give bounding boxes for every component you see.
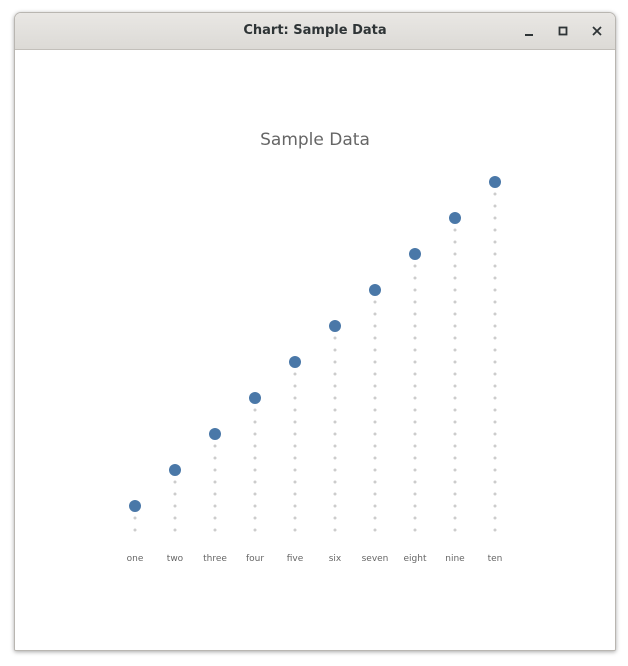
maximize-icon [558, 26, 568, 36]
chart-area: Sample Data one two three four five six seven e… [15, 50, 615, 650]
title-bar[interactable]: Chart: Sample Data [15, 13, 615, 50]
x-tick-label: ten [488, 554, 503, 564]
data-point-two[interactable] [169, 464, 181, 476]
data-point-three[interactable] [209, 428, 221, 440]
x-tick-label: two [167, 554, 184, 564]
x-tick-label: nine [445, 554, 465, 564]
x-tick-label: three [203, 554, 227, 564]
maximize-button[interactable] [552, 20, 574, 42]
x-tick-label: four [246, 554, 264, 564]
minimize-icon [525, 34, 533, 36]
minimize-button[interactable] [518, 20, 540, 42]
close-button[interactable] [586, 20, 608, 42]
stems-layer [133, 192, 497, 544]
data-point-six[interactable] [329, 320, 341, 332]
x-tick-label: five [287, 554, 304, 564]
markers-layer [129, 176, 501, 512]
data-point-four[interactable] [249, 392, 261, 404]
x-tick-label: one [127, 554, 144, 564]
data-point-nine[interactable] [449, 212, 461, 224]
data-point-ten[interactable] [489, 176, 501, 188]
x-tick-label: eight [404, 554, 427, 564]
x-tick-label: seven [362, 554, 389, 564]
data-point-one[interactable] [129, 500, 141, 512]
tick-labels-layer: one two three four five six seven eight nine ten [127, 554, 503, 564]
data-point-eight[interactable] [409, 248, 421, 260]
chart-window: Chart: Sample Data Sample Data one two thr… [14, 12, 616, 651]
window-title: Chart: Sample Data [243, 23, 387, 38]
data-point-seven[interactable] [369, 284, 381, 296]
x-tick-label: six [329, 554, 342, 564]
close-icon [592, 26, 602, 36]
lollipop-chart: Sample Data one two three four five six seven e… [127, 130, 503, 564]
chart-title: Sample Data [260, 130, 370, 150]
data-point-five[interactable] [289, 356, 301, 368]
